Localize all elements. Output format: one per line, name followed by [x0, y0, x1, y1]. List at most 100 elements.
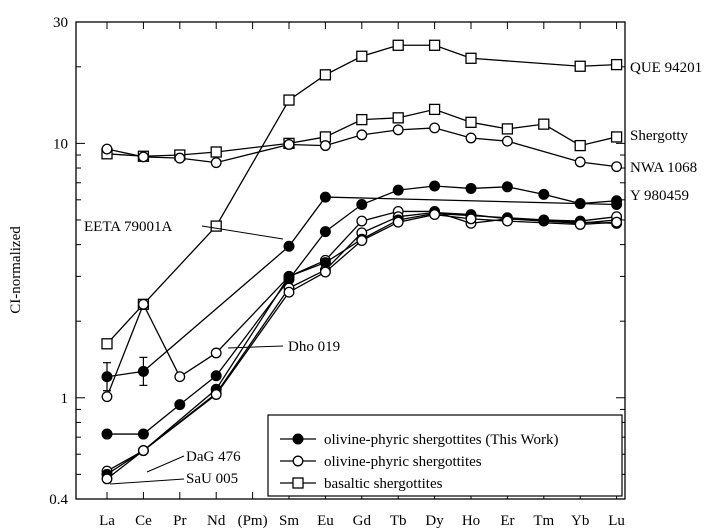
data-point [392, 39, 404, 51]
series-labels: QUE 94201 Shergotty NWA 1068 Y 980459 EETA 7… [84, 60, 702, 487]
label-leader [227, 345, 284, 349]
data-point [356, 129, 368, 141]
data-point [574, 156, 586, 168]
data-point [319, 191, 331, 203]
x-tick-label: Tb [390, 513, 407, 529]
data-point [137, 428, 149, 440]
data-point [501, 181, 513, 193]
data-point [137, 445, 149, 457]
legend: olivine-phyric shergottites (This Work) o… [267, 414, 623, 497]
data-point [283, 139, 295, 150]
series-label: SaU 005 [186, 471, 238, 487]
data-point [356, 235, 368, 246]
series-label: DaG 476 [186, 449, 241, 465]
label-leader [146, 455, 185, 473]
data-point [574, 198, 586, 210]
data-point [319, 226, 331, 238]
data-point [429, 122, 441, 134]
x-tick-label: Dy [425, 513, 444, 529]
data-point [101, 473, 113, 485]
data-point [574, 139, 586, 152]
series-group [101, 39, 623, 485]
plot-frame [75, 21, 626, 500]
data-point [101, 428, 113, 440]
legend-marker [292, 455, 304, 467]
data-point [356, 199, 368, 211]
data-point [465, 213, 477, 225]
label-leader [109, 478, 185, 485]
data-point [574, 60, 586, 72]
series-nwa-1068 [101, 122, 623, 173]
legend-entry: olivine-phyric shergottites (This Work) [324, 432, 558, 448]
data-point [319, 140, 331, 152]
data-point [538, 188, 550, 200]
data-point [101, 143, 113, 155]
data-point [356, 50, 368, 62]
label-leader [201, 225, 284, 240]
legend-marker [292, 477, 304, 489]
data-point [101, 391, 113, 403]
data-point [210, 157, 222, 169]
x-tick-label: Tm [533, 513, 554, 529]
x-tick-label: Sm [279, 513, 299, 529]
x-axis-ticks: La Ce Pr Nd (Pm) Sm Eu Gd Tb Dy Ho Er Tm Yb Lu [99, 22, 625, 529]
x-tick-label: Pr [173, 513, 186, 529]
data-point [574, 219, 586, 230]
x-tick-label: Er [500, 513, 514, 529]
data-point [392, 112, 404, 124]
x-tick-label: (Pm) [238, 513, 268, 529]
series-sau-005 [101, 209, 623, 485]
data-point [210, 389, 222, 400]
data-point [501, 123, 514, 135]
data-point [611, 161, 623, 173]
legend-entry: olivine-phyric shergottites [324, 454, 482, 470]
data-point [429, 209, 441, 221]
x-tick-label: Nd [207, 513, 226, 529]
data-point [137, 151, 149, 163]
data-point [392, 124, 404, 136]
legend-box [267, 414, 623, 497]
data-point [283, 94, 295, 106]
legend-marker [292, 433, 304, 445]
data-point [428, 39, 441, 51]
data-point [610, 58, 623, 71]
data-point [283, 240, 295, 252]
series-line [107, 185, 617, 435]
data-point [101, 338, 113, 350]
series-label: Dho 019 [288, 339, 340, 355]
data-point [101, 371, 113, 383]
y-tick-label: 0.4 [49, 492, 68, 508]
x-tick-label: Lu [608, 513, 625, 529]
data-point [174, 371, 186, 383]
data-point [319, 266, 331, 278]
data-point [465, 116, 477, 128]
x-tick-label: Yb [571, 513, 589, 529]
series-line [106, 211, 617, 472]
series-line [106, 108, 617, 157]
series-line [106, 210, 617, 397]
series-label: NWA 1068 [630, 160, 697, 176]
series-label: EETA 79001A [84, 219, 173, 235]
series-line [106, 213, 617, 480]
series-label: QUE 94201 [630, 60, 702, 76]
data-point [611, 195, 623, 207]
data-point [465, 52, 477, 64]
y-tick-label: 1 [61, 391, 69, 407]
data-point [174, 152, 186, 164]
data-point [429, 180, 441, 192]
data-point [392, 216, 404, 228]
data-point [210, 220, 222, 232]
data-point [465, 182, 477, 194]
data-point [210, 370, 222, 382]
data-point [356, 215, 368, 227]
data-point [283, 286, 295, 298]
data-point [319, 257, 331, 269]
data-point [538, 118, 550, 130]
x-tick-label: La [99, 513, 115, 529]
data-point [210, 146, 222, 158]
data-point [356, 113, 368, 126]
y-tick-label: 10 [53, 136, 68, 152]
data-point [210, 347, 222, 359]
data-point [319, 69, 332, 81]
data-point [501, 215, 513, 227]
